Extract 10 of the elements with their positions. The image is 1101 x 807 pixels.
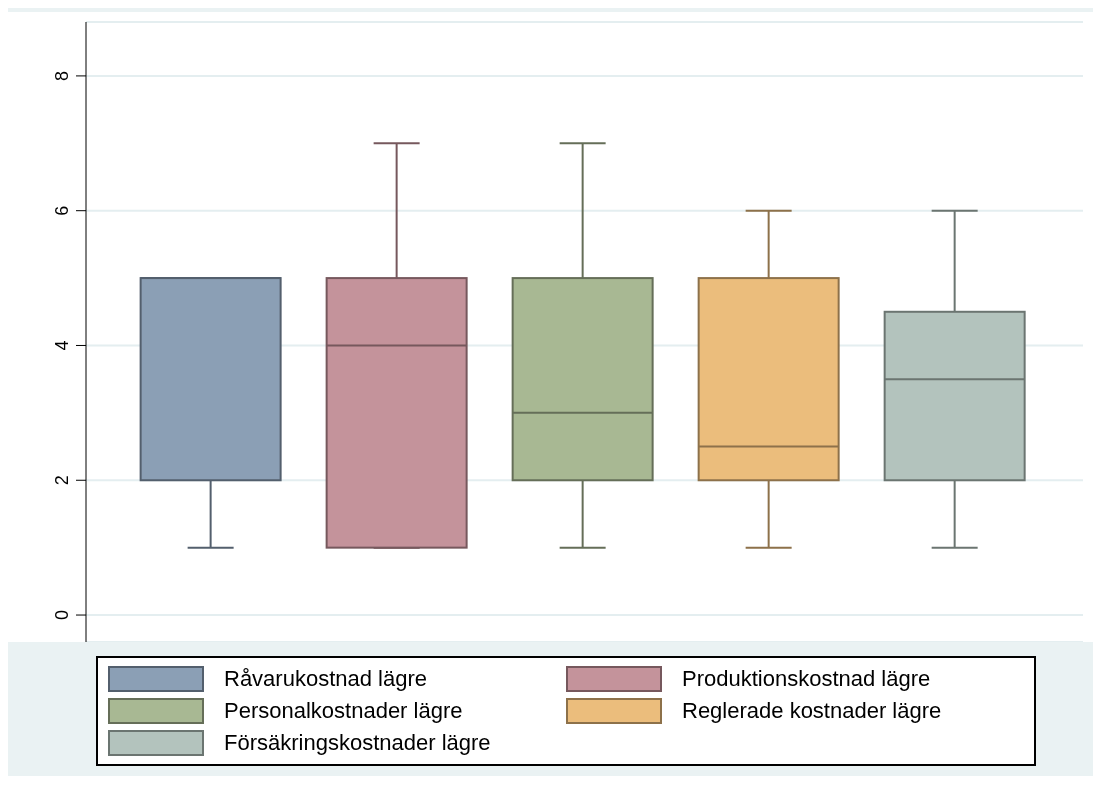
legend-label: Försäkringskostnader lägre xyxy=(224,730,491,756)
legend-label: Personalkostnader lägre xyxy=(224,698,463,724)
y-tick-label: 2 xyxy=(52,475,72,486)
legend-label: Råvarukostnad lägre xyxy=(224,666,428,692)
legend-label: Produktionskostnad lägre xyxy=(682,666,931,692)
y-tick-label: 8 xyxy=(52,70,72,81)
y-tick-label: 4 xyxy=(52,340,72,351)
legend-label: Reglerade kostnader lägre xyxy=(682,698,942,724)
y-tick-label: 6 xyxy=(52,205,72,216)
y-tick-label: 0 xyxy=(52,610,72,621)
